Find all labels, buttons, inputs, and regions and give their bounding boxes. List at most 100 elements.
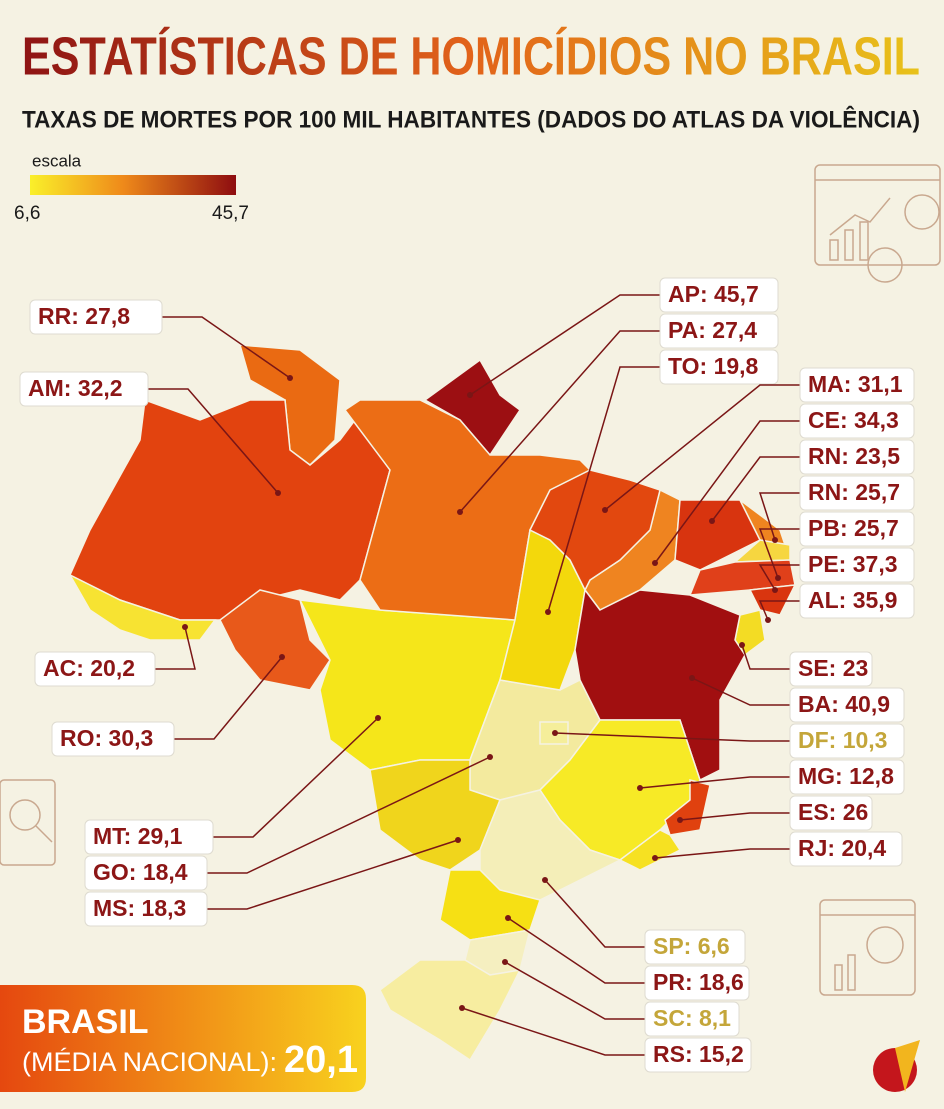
leader-line: [554, 732, 790, 742]
label-box: [34, 651, 156, 687]
state-label: CE: 34,3: [808, 407, 899, 433]
leader-line: [207, 839, 459, 910]
state-label: SP: 6,6: [653, 933, 730, 959]
label-box: [799, 583, 915, 619]
leader-dot: [459, 1005, 465, 1011]
leader-line: [691, 677, 790, 706]
leader-dot: [772, 587, 778, 593]
state-label: RR: 27,8: [38, 303, 130, 329]
leader-dot: [487, 754, 493, 760]
leader-line: [758, 564, 800, 591]
leader-dot: [287, 375, 293, 381]
leader-line: [679, 812, 790, 821]
leader-line: [162, 316, 291, 379]
leader-dot: [279, 654, 285, 660]
leader-dot: [182, 624, 188, 630]
leader-line: [544, 879, 645, 948]
label-box: [799, 439, 915, 475]
label-box: [799, 475, 915, 511]
leader-dot: [689, 675, 695, 681]
title: ESTATÍSTICAS DE HOMICÍDIOS NO BRASIL: [22, 26, 920, 86]
state-label: SE: 23: [798, 655, 868, 681]
state-label: MT: 29,1: [93, 823, 183, 849]
state-label: MG: 12,8: [798, 763, 894, 789]
state-label: BA: 40,9: [798, 691, 890, 717]
label-box: [644, 929, 746, 965]
state-label: RN: 25,7: [808, 479, 900, 505]
leader-dot: [637, 785, 643, 791]
state-label: ES: 26: [798, 799, 868, 825]
national-label: BRASIL: [22, 1003, 149, 1041]
leader-line: [604, 384, 800, 511]
leader-dot: [775, 575, 781, 581]
state-label: GO: 18,4: [93, 859, 188, 885]
label-box: [84, 855, 208, 891]
leader-dot: [467, 392, 473, 398]
state-label: PR: 18,6: [653, 969, 744, 995]
leader-dot: [275, 490, 281, 496]
leader-line: [155, 626, 196, 670]
state-label: MA: 31,1: [808, 371, 903, 397]
leader-line: [461, 1007, 645, 1056]
state-shape: [748, 584, 797, 616]
leader-dot: [457, 509, 463, 515]
state-label: RO: 30,3: [60, 725, 153, 751]
label-box: [789, 651, 873, 687]
logo: [873, 1040, 920, 1092]
leader-line: [547, 366, 660, 613]
leader-dot: [739, 642, 745, 648]
state-label: RS: 15,2: [653, 1041, 744, 1067]
subtitle: TAXAS DE MORTES POR 100 MIL HABITANTES (…: [22, 105, 920, 133]
state-label: AC: 20,2: [43, 655, 135, 681]
leader-line: [507, 917, 645, 984]
label-box: [19, 371, 149, 407]
label-box: [789, 795, 873, 831]
state-shape: [68, 573, 217, 641]
legend-title: escala: [32, 151, 82, 170]
state-label: MS: 18,3: [93, 895, 186, 921]
label-box: [799, 547, 915, 583]
leader-line: [741, 644, 790, 670]
state-label: AL: 35,9: [808, 587, 897, 613]
leader-dot: [542, 877, 548, 883]
leader-dot: [502, 959, 508, 965]
leader-dot: [602, 507, 608, 513]
state-label: RJ: 20,4: [798, 835, 886, 861]
legend-bar: [30, 175, 236, 195]
state-shape: [574, 588, 746, 782]
leader-line: [459, 330, 660, 513]
leader-dot: [677, 817, 683, 823]
state-label: PE: 37,3: [808, 551, 898, 577]
leader-dot: [375, 715, 381, 721]
label-box: [789, 831, 903, 867]
leader-line: [654, 848, 790, 859]
label-box: [799, 511, 915, 547]
state-label: DF: 10,3: [798, 727, 887, 753]
leader-line: [654, 420, 800, 564]
leader-line: [639, 776, 790, 789]
state-label: PA: 27,4: [668, 317, 757, 343]
leader-line: [758, 600, 800, 621]
label-box: [29, 299, 163, 335]
decor-icons: [0, 164, 941, 996]
national-sublabel: (MÉDIA NACIONAL):: [22, 1047, 277, 1077]
leader-line: [711, 456, 800, 522]
label-box: [789, 759, 905, 795]
legend-max: 45,7: [212, 203, 249, 224]
leader-line: [174, 656, 283, 740]
leader-line: [758, 528, 800, 579]
leader-dot: [709, 518, 715, 524]
label-box: [789, 723, 905, 759]
leader-line: [213, 717, 379, 838]
states: [68, 344, 797, 1062]
state-shape: [379, 959, 522, 1062]
state-label: SC: 8,1: [653, 1005, 731, 1031]
label-box: [84, 819, 214, 855]
legend-min: 6,6: [14, 203, 40, 224]
label-box: [51, 721, 175, 757]
leader-dot: [652, 855, 658, 861]
leader-dot: [772, 537, 778, 543]
leader-dot: [765, 617, 771, 623]
label-box: [644, 965, 750, 1001]
